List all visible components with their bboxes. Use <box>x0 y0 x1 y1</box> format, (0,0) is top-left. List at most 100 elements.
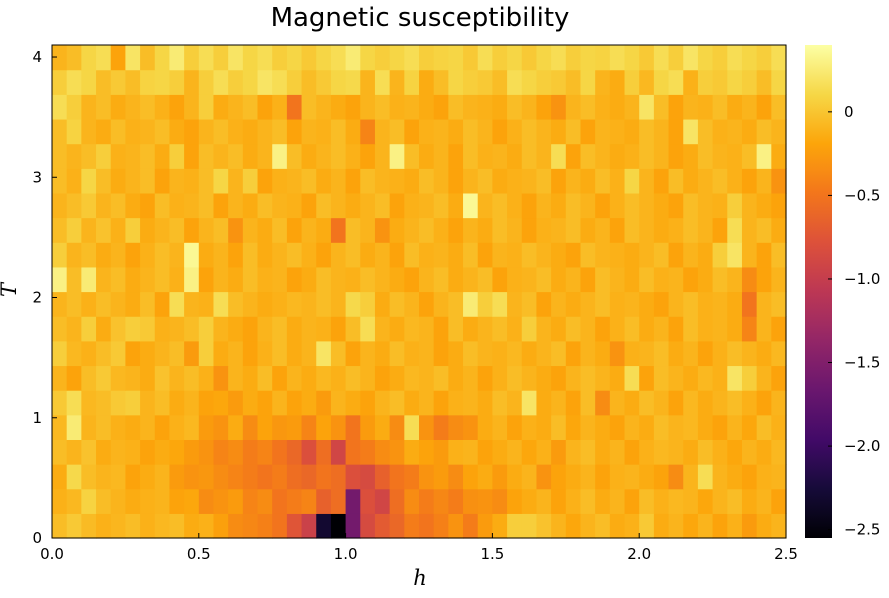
heatmap-cell <box>668 168 684 194</box>
heatmap-cell <box>683 94 699 120</box>
heatmap-cell <box>536 464 552 490</box>
heatmap-cell <box>609 118 626 145</box>
heatmap-cell <box>712 439 728 465</box>
heatmap-cell <box>213 488 229 514</box>
heatmap-cell <box>580 192 596 219</box>
heatmap-cell <box>697 291 714 317</box>
heatmap-cell <box>712 365 728 391</box>
heatmap-cell <box>565 439 582 465</box>
heatmap-cell <box>140 439 156 465</box>
heatmap-cell <box>374 316 391 342</box>
heatmap-cell <box>477 414 493 440</box>
heatmap-cell <box>374 390 391 416</box>
heatmap-cell <box>345 488 361 514</box>
heatmap-cell <box>316 94 332 120</box>
heatmap-cell <box>756 488 772 514</box>
heatmap-cell <box>184 94 200 120</box>
heatmap-cell <box>360 118 376 145</box>
heatmap-cell <box>125 69 141 95</box>
heatmap-cell <box>551 464 567 490</box>
heatmap-cell <box>609 168 626 194</box>
heatmap-cell <box>52 513 68 539</box>
heatmap-cell <box>419 94 435 120</box>
heatmap-cell <box>184 192 200 219</box>
heatmap-cell <box>125 390 141 416</box>
heatmap-cell <box>286 464 303 490</box>
heatmap-cell <box>330 143 347 169</box>
heatmap-cell <box>242 390 259 416</box>
heatmap-cell <box>565 488 582 514</box>
heatmap-cell <box>521 291 538 317</box>
heatmap-cell <box>477 118 493 145</box>
heatmap-cell <box>463 488 479 514</box>
heatmap-cell <box>609 340 626 367</box>
heatmap-cell <box>756 168 772 194</box>
heatmap-cell <box>639 291 655 317</box>
heatmap-cell <box>110 439 126 465</box>
heatmap-cell <box>228 291 244 317</box>
heatmap-cell <box>756 316 772 342</box>
heatmap-cell <box>536 45 552 71</box>
heatmap-cell <box>110 340 126 367</box>
heatmap-cell <box>697 168 714 194</box>
heatmap-cell <box>404 45 420 71</box>
heatmap-cell <box>301 439 317 465</box>
heatmap-cell <box>198 69 215 95</box>
heatmap-cell <box>741 488 758 514</box>
heatmap-cell <box>154 69 171 95</box>
heatmap-cell <box>66 217 82 243</box>
heatmap-cell <box>257 365 273 391</box>
heatmap-cell <box>580 488 596 514</box>
heatmap-cell <box>242 168 259 194</box>
heatmap-cell <box>198 242 215 268</box>
heatmap-cell <box>110 390 126 416</box>
heatmap-cell <box>169 69 185 95</box>
heatmap-cell <box>683 266 699 293</box>
heatmap-cell <box>595 192 611 219</box>
heatmap-cell <box>463 94 479 120</box>
heatmap-cell <box>316 365 332 391</box>
heatmap-cell <box>374 94 391 120</box>
heatmap-cell <box>389 192 405 219</box>
heatmap-cell <box>433 414 449 440</box>
heatmap-cell <box>316 192 332 219</box>
heatmap-cell <box>463 365 479 391</box>
heatmap-cell <box>52 143 68 169</box>
heatmap-cell <box>389 143 405 169</box>
heatmap-cell <box>52 192 68 219</box>
heatmap-cell <box>609 488 626 514</box>
heatmap-cell <box>374 439 391 465</box>
heatmap-cell <box>712 94 728 120</box>
heatmap-cell <box>154 513 171 539</box>
heatmap-cell <box>257 291 273 317</box>
heatmap-cell <box>492 168 508 194</box>
heatmap-cell <box>286 266 303 293</box>
heatmap-cell <box>565 414 582 440</box>
heatmap-cell <box>448 291 464 317</box>
heatmap-cell <box>374 266 391 293</box>
heatmap-cell <box>477 69 493 95</box>
heatmap-cell <box>374 192 391 219</box>
colorbar-tick-label: −1.0 <box>844 270 880 288</box>
heatmap-cell <box>169 439 185 465</box>
heatmap-cell <box>140 365 156 391</box>
heatmap-cell <box>125 242 141 268</box>
heatmap-cell <box>712 414 728 440</box>
heatmap-cell <box>286 94 303 120</box>
heatmap-cell <box>301 513 317 539</box>
heatmap-cell <box>507 291 523 317</box>
heatmap-cell <box>683 316 699 342</box>
heatmap-cell <box>301 192 317 219</box>
heatmap-cell <box>140 488 156 514</box>
heatmap-cell <box>433 266 449 293</box>
heatmap-cell <box>330 192 347 219</box>
colorbar-tick-label: −0.5 <box>844 186 880 204</box>
heatmap-cell <box>463 414 479 440</box>
heatmap-cell <box>52 94 68 120</box>
heatmap-cell <box>125 94 141 120</box>
heatmap-cell <box>463 118 479 145</box>
heatmap-cell <box>66 192 82 219</box>
heatmap-cell <box>609 464 626 490</box>
heatmap-cell <box>184 439 200 465</box>
heatmap-cell <box>712 192 728 219</box>
